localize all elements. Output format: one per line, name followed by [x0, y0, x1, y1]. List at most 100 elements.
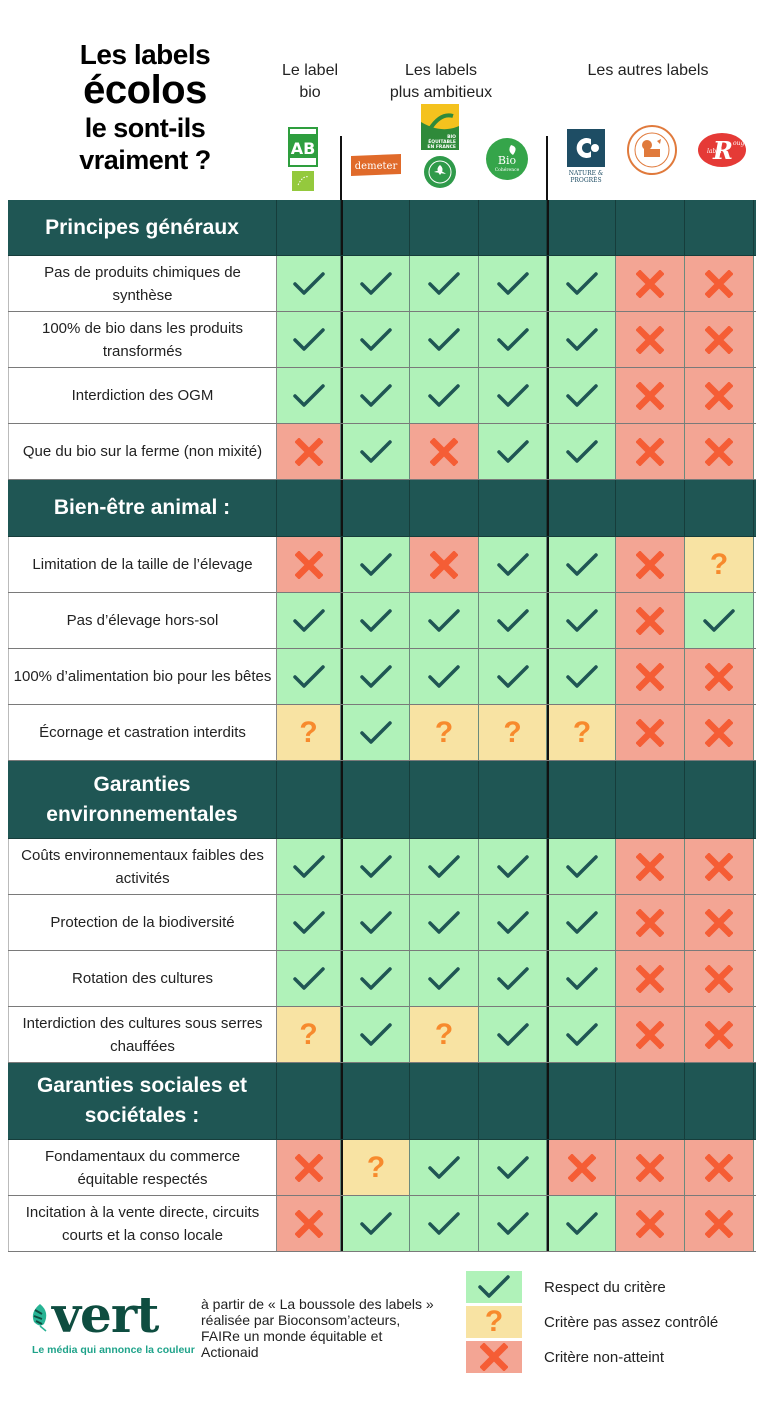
section-header-cell: [479, 200, 547, 255]
check-icon: [428, 1211, 460, 1235]
cross-icon: [294, 437, 323, 466]
question-icon: ?: [503, 715, 522, 749]
check-icon: [292, 608, 325, 632]
criterion-label: Fondamentaux du commerce équitable respe…: [8, 1140, 277, 1195]
section-header-cell: [479, 761, 547, 838]
cross-icon: [636, 964, 664, 993]
cross-icon: [705, 269, 733, 298]
check-icon: [566, 608, 598, 632]
section-header-cell: [616, 761, 685, 838]
rating-cell-no: [277, 1196, 341, 1251]
bio-equitable-icon: BIO ÉQUITABLE EN FRANCE: [421, 104, 459, 150]
rating-cell-yes: [410, 649, 479, 704]
rating-cell-yes: [410, 1196, 479, 1251]
check-icon: [428, 664, 460, 688]
rating-cell-yes: [479, 424, 547, 479]
rating-cell-yes: [341, 1196, 410, 1251]
rating-cell-maybe: ?: [479, 705, 547, 760]
cross-icon: [636, 718, 664, 747]
cross-icon: [568, 1153, 596, 1182]
rating-cell-yes: [341, 705, 410, 760]
cross-icon: [636, 1153, 664, 1182]
cross-icon: [636, 662, 664, 691]
rating-cell-yes: [479, 839, 547, 894]
rating-cell-no: [685, 839, 754, 894]
legend-label: Critère non-atteint: [544, 1348, 665, 1366]
criterion-label: Rotation des cultures: [8, 951, 277, 1006]
cross-icon: [636, 1020, 664, 1049]
cross-icon: [480, 1343, 508, 1371]
rating-cell-no: [616, 649, 685, 704]
rating-cell-no: [616, 424, 685, 479]
check-icon: [496, 327, 529, 351]
table-row: Interdiction des cultures sous serres ch…: [8, 1007, 756, 1063]
group-divider: [546, 136, 548, 200]
check-icon: [360, 327, 392, 351]
rating-cell-no: [616, 1140, 685, 1195]
check-icon: [292, 664, 325, 688]
check-icon: [566, 383, 598, 407]
section-header-cell: [616, 200, 685, 255]
check-icon: [496, 1155, 529, 1179]
cross-icon: [705, 852, 733, 881]
check-icon: [496, 608, 529, 632]
comparison-table: Principes généraux Pas de produits chimiq…: [8, 200, 756, 1252]
vert-wordmark: vert: [30, 1290, 195, 1340]
rating-cell-yes: [547, 951, 616, 1006]
demeter-logo-icon: demeter: [351, 154, 401, 176]
eu-leaf-icon: [292, 171, 314, 191]
rating-cell-yes: [547, 368, 616, 423]
check-icon: [428, 271, 460, 295]
check-icon: [566, 439, 598, 463]
check-icon: [428, 910, 460, 934]
rating-cell-no: [685, 649, 754, 704]
group-divider: [340, 136, 342, 200]
cross-icon: [705, 1020, 733, 1049]
section-header-cell: [410, 1063, 479, 1139]
check-icon: [292, 910, 325, 934]
check-icon: [428, 966, 460, 990]
rating-cell-maybe: ?: [410, 1007, 479, 1062]
rating-cell-yes: [410, 839, 479, 894]
cross-icon: [636, 852, 664, 881]
check-icon: [428, 327, 460, 351]
check-icon: [428, 608, 460, 632]
section-header-cell: [547, 761, 616, 838]
cross-icon: [705, 325, 733, 354]
section-header-cell: [685, 200, 754, 255]
rating-cell-yes: [410, 951, 479, 1006]
rating-cell-yes: [277, 895, 341, 950]
cross-icon: [636, 269, 664, 298]
rating-cell-yes: [277, 312, 341, 367]
question-icon: ?: [434, 1017, 454, 1051]
section-header-cell: [685, 1063, 754, 1139]
table-row: Coûts environnementaux faibles des activ…: [8, 839, 756, 895]
brand-tagline: Le média qui annonce la couleur: [32, 1344, 195, 1356]
svg-text:R: R: [712, 136, 733, 165]
table-row: Pas de produits chimiques de synthèse: [8, 256, 756, 312]
rating-cell-maybe: ?: [277, 1007, 341, 1062]
svg-text:ouge: ouge: [733, 140, 747, 147]
section-header-cell: [547, 1063, 616, 1139]
check-icon: [292, 327, 325, 351]
rating-cell-yes: [479, 256, 547, 311]
legend-swatch: [466, 1341, 522, 1373]
section-title: Principes généraux: [8, 200, 277, 255]
cross-icon: [636, 606, 664, 635]
rating-cell-yes: [479, 649, 547, 704]
rating-cell-yes: [479, 312, 547, 367]
check-icon: [496, 910, 529, 934]
rating-cell-yes: [341, 256, 410, 311]
check-icon: [566, 1022, 598, 1046]
section-header-cell: [410, 200, 479, 255]
infographic-title: Les labels écolos le sont-ils vraiment ?: [60, 40, 230, 176]
rating-cell-yes: [410, 593, 479, 648]
criterion-label: Pas d’élevage hors-sol: [8, 593, 277, 648]
criterion-label: Interdiction des cultures sous serres ch…: [8, 1007, 277, 1062]
check-icon: [360, 854, 392, 878]
section-header-cell: [277, 200, 341, 255]
cross-icon: [430, 550, 458, 579]
section-header-cell: [277, 761, 341, 838]
check-icon: [566, 327, 598, 351]
rating-cell-yes: [547, 593, 616, 648]
